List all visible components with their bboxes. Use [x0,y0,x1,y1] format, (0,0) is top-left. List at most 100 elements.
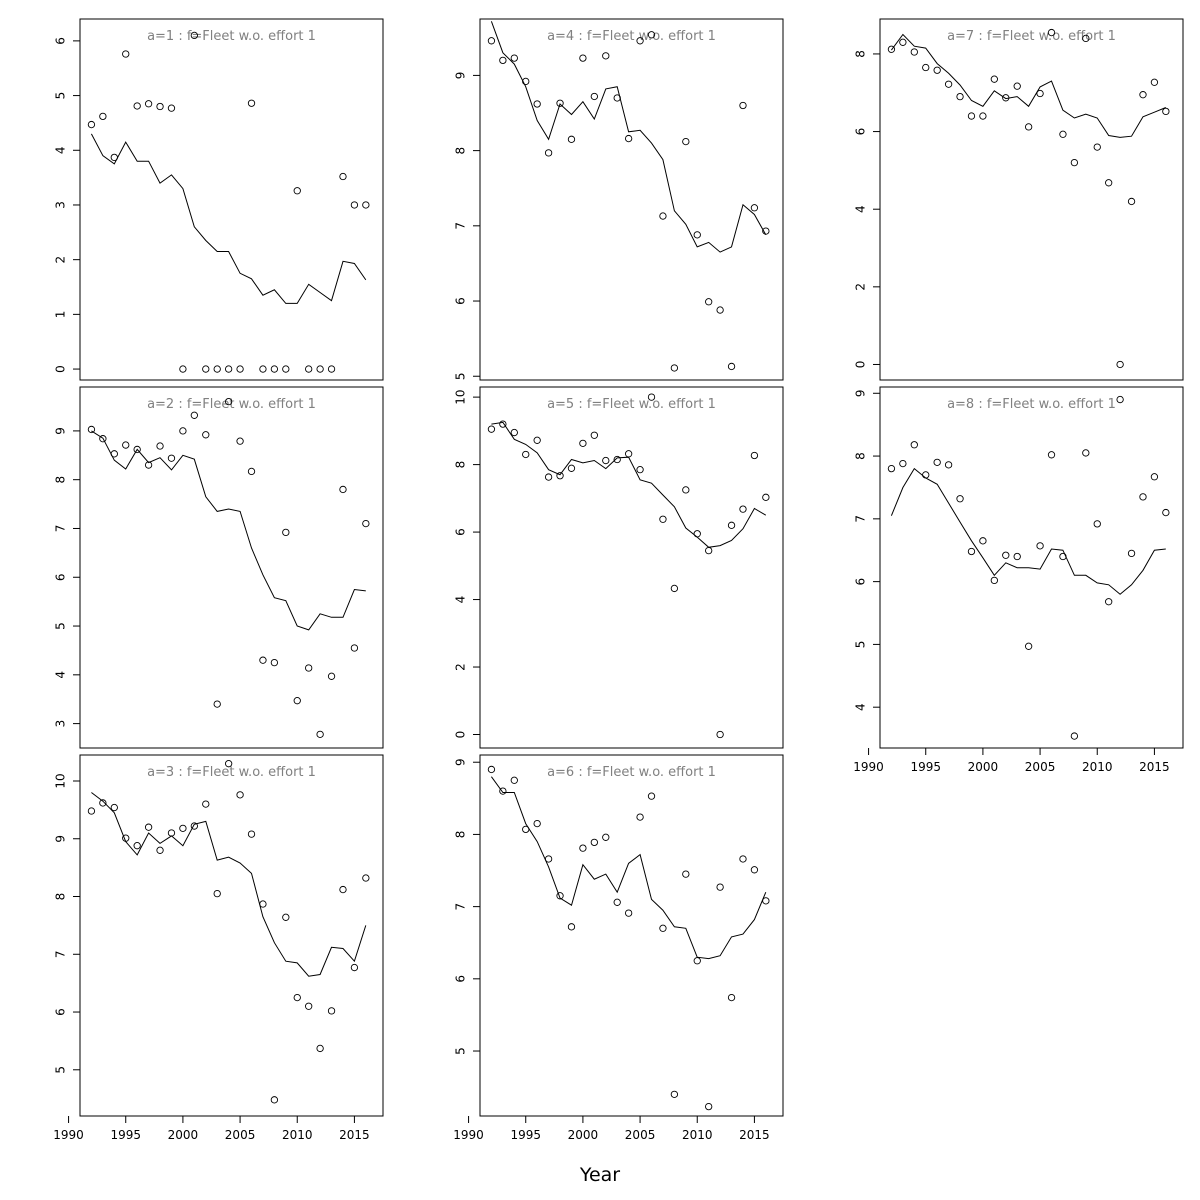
x-tick-label: 2015 [739,1128,770,1142]
observed-point [670,364,679,372]
observed-point [224,760,233,768]
panel-frame [79,18,384,381]
observed-point [156,102,164,111]
x-tick-label: 2010 [682,1128,713,1142]
observed-point [944,461,953,469]
observed-point [247,830,256,838]
observed-point [122,50,130,58]
fitted-line [91,792,367,977]
observed-point [750,451,759,460]
observed-point [682,486,690,494]
y-tick-label: 0 [54,365,68,373]
observed-point [99,799,107,807]
observed-point [1002,551,1010,559]
y-tick-label: 9 [54,835,68,843]
y-tick-label: 2 [454,663,468,671]
observed-point [727,993,736,1002]
observed-point [533,819,541,828]
observed-point [750,204,759,212]
observed-point [533,436,541,444]
observed-point [213,889,221,898]
observed-point [487,765,496,774]
panel-title: a=7 : f=Fleet w.o. effort 1 [947,29,1116,44]
observed-point [533,100,541,108]
observed-point [1082,449,1090,457]
x-axis-label: Year [579,1164,620,1186]
observed-point [1105,598,1113,606]
y-tick-label: 1 [54,311,68,319]
observed-point [122,441,130,449]
observed-point [647,792,656,800]
observed-point [693,530,701,538]
observed-point [179,365,187,373]
y-tick-label: 8 [454,147,468,155]
y-tick-label: 8 [454,461,468,469]
observed-point [602,52,610,60]
observed-point [270,365,279,373]
panel-title: a=4 : f=Fleet w.o. effort 1 [547,29,716,44]
observed-point [1093,143,1101,151]
observed-point [110,803,118,812]
y-tick-label: 10 [454,389,468,404]
observed-point [1036,89,1044,98]
observed-point [487,425,496,433]
observed-point [510,54,518,62]
y-tick-label: 7 [454,903,468,911]
observed-point [190,411,198,419]
observed-point [716,306,724,314]
observed-point [1059,552,1067,561]
y-tick-label: 4 [54,671,68,679]
observed-point [167,454,176,462]
panel-title: a=6 : f=Fleet w.o. effort 1 [547,765,716,780]
x-tick-label: 2015 [1139,760,1170,774]
observed-point [613,455,621,464]
observed-point [236,365,244,373]
observed-point [567,464,576,472]
observed-point [133,445,141,454]
observed-point [247,99,256,107]
observed-point [1127,197,1136,206]
observed-point [156,442,164,450]
observed-point [1162,107,1170,116]
panel-title: a=5 : f=Fleet w.o. effort 1 [547,397,716,412]
y-tick-label: 4 [854,703,868,711]
x-tick-label: 2005 [225,1128,256,1142]
panel-frame [879,386,1184,749]
observed-point [350,963,359,972]
observed-point [122,834,130,842]
y-tick-label: 9 [54,427,68,435]
x-tick-label: 2000 [168,1128,199,1142]
observed-point [762,493,770,501]
y-tick-label: 9 [854,389,868,397]
observed-point [567,135,576,143]
y-tick-label: 10 [54,773,68,788]
y-tick-label: 8 [454,831,468,839]
y-tick-label: 0 [454,731,468,739]
observed-point [739,101,747,110]
panel-title: a=2 : f=Fleet w.o. effort 1 [147,397,316,412]
observed-point [1070,732,1079,740]
y-tick-label: 5 [454,372,468,380]
observed-point [579,844,587,852]
panel-8: a=6 : f=Fleet w.o. effort 1 5 6 7 8 9 1990 1995… [453,754,784,1142]
observed-point [1116,395,1124,404]
observed-point [87,120,96,129]
x-tick-label: 2010 [282,1128,313,1142]
observed-point [339,485,347,494]
observed-point [647,31,656,39]
observed-point [282,913,290,921]
observed-point [1002,94,1010,102]
y-tick-label: 6 [454,297,468,305]
observed-point [1150,78,1159,86]
observed-point [259,656,267,664]
observed-point [636,37,644,45]
observed-point [944,80,953,88]
observed-point [693,957,701,965]
observed-point [167,829,176,837]
panel-title: a=8 : f=Fleet w.o. effort 1 [947,397,1116,412]
observed-point [133,842,141,850]
y-tick-label: 8 [54,893,68,901]
observed-point [213,365,221,373]
observed-point [1150,473,1159,481]
observed-point [910,441,918,449]
